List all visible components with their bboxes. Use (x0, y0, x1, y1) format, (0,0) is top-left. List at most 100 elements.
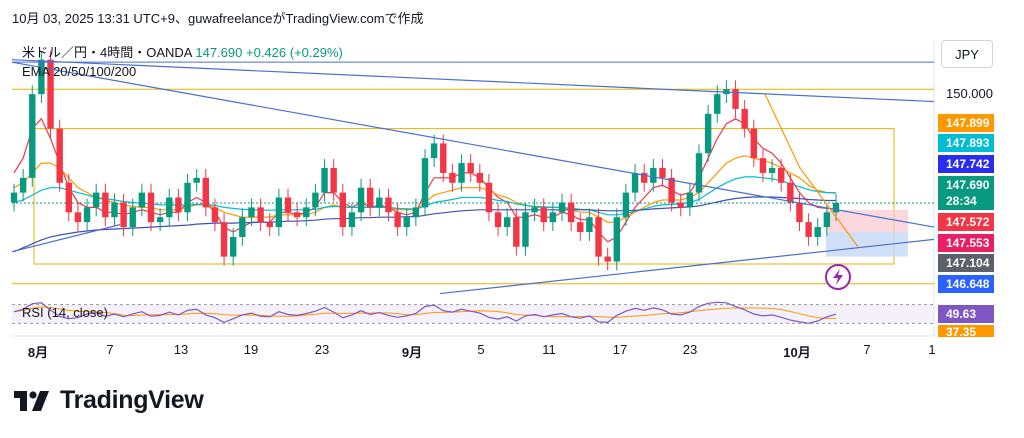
candle (138, 192, 146, 208)
candle (467, 163, 474, 173)
candle (449, 172, 456, 183)
price-tag: 37.35 (938, 325, 994, 337)
candle (787, 182, 794, 203)
candle (257, 207, 264, 223)
candle (430, 143, 438, 159)
time-tick-label: 1 (928, 342, 936, 357)
candle (823, 212, 831, 228)
target-zone-upper (826, 209, 908, 232)
price-tag: 147.690 (938, 176, 994, 194)
candle (567, 202, 575, 223)
candle (494, 212, 502, 228)
candle (714, 94, 721, 114)
candle (111, 202, 118, 218)
trendline-descending-1 (11, 59, 935, 103)
lightning-icon[interactable] (823, 262, 853, 292)
candle (412, 207, 420, 218)
candle (211, 207, 219, 223)
candle (750, 128, 757, 159)
candle (522, 212, 529, 247)
candle (650, 168, 657, 183)
price-tag: 28:34 (938, 192, 994, 210)
time-tick-label: 8月 (27, 345, 49, 360)
candle (239, 217, 246, 237)
trendline-descending-2 (11, 61, 935, 228)
candle (29, 94, 36, 178)
trendline-ema-left (11, 224, 121, 253)
candle (47, 59, 54, 129)
candle (266, 222, 273, 228)
time-tick-label: 10月 (783, 345, 811, 360)
candle (74, 212, 82, 223)
time-tick-label: 9月 (401, 345, 423, 360)
candle (129, 207, 136, 228)
candle (531, 207, 538, 213)
candle (312, 192, 319, 208)
candle (814, 227, 821, 237)
candle (704, 113, 712, 154)
candle (586, 217, 593, 232)
currency-button[interactable]: JPY (941, 40, 993, 68)
time-tick-label: 13 (173, 342, 189, 357)
candle (339, 192, 346, 228)
candles (10, 50, 840, 271)
candle (440, 143, 447, 173)
candle (175, 197, 182, 213)
candle (19, 177, 27, 193)
price-tag: 147.893 (938, 134, 994, 152)
candle (56, 128, 63, 183)
target-zone-lower (826, 232, 908, 257)
projection-path (764, 93, 859, 248)
candle (796, 202, 803, 223)
range-zones (12, 88, 934, 285)
candle (93, 192, 100, 208)
candle (622, 192, 630, 218)
indicator-legend[interactable]: EMA 20/50/100/200 (22, 64, 137, 79)
candle (421, 158, 429, 208)
candle (156, 217, 164, 223)
candle (778, 168, 785, 183)
candle (248, 207, 255, 218)
candle (83, 207, 91, 223)
candle (805, 222, 812, 237)
price-tag: 49.63 (938, 305, 994, 323)
time-tick-label: 7 (863, 342, 871, 357)
candle (759, 158, 767, 173)
candle (230, 236, 237, 257)
candle (367, 187, 374, 208)
last-price: 147.690 (195, 45, 243, 60)
candle (65, 182, 72, 213)
price-tag: 150.000 (946, 86, 993, 101)
candle (330, 168, 337, 193)
tradingview-logo-icon (14, 390, 49, 411)
candle (504, 217, 511, 228)
candle (540, 207, 547, 223)
candle (394, 212, 401, 228)
candle (120, 202, 127, 228)
candle (284, 197, 292, 213)
candle (577, 222, 584, 232)
candle (202, 177, 209, 208)
rsi-band (12, 304, 934, 324)
price-tag: 147.742 (938, 155, 994, 173)
time-tick-label: 5 (477, 342, 485, 357)
candle (220, 222, 228, 257)
candle (147, 192, 155, 223)
candle (741, 108, 748, 129)
candle (458, 163, 465, 183)
price-tag: 147.104 (938, 254, 994, 272)
range-box (33, 128, 895, 265)
price-tag: 147.553 (938, 234, 994, 252)
rsi-legend[interactable]: RSI (14, close) (22, 305, 108, 320)
price-tag: 146.648 (938, 275, 994, 293)
candle (631, 172, 639, 193)
trendlines (11, 59, 935, 295)
symbol-legend[interactable]: 米ドル／円・4時間・OANDA 147.690 +0.426 (+0.29%) (22, 42, 343, 61)
trendline-ascending (439, 238, 935, 295)
tradingview-logo[interactable]: TradingView (14, 386, 204, 415)
time-tick-label: 17 (612, 342, 628, 357)
candle (686, 192, 694, 208)
candle (604, 256, 611, 262)
time-tick-label: 23 (314, 342, 330, 357)
